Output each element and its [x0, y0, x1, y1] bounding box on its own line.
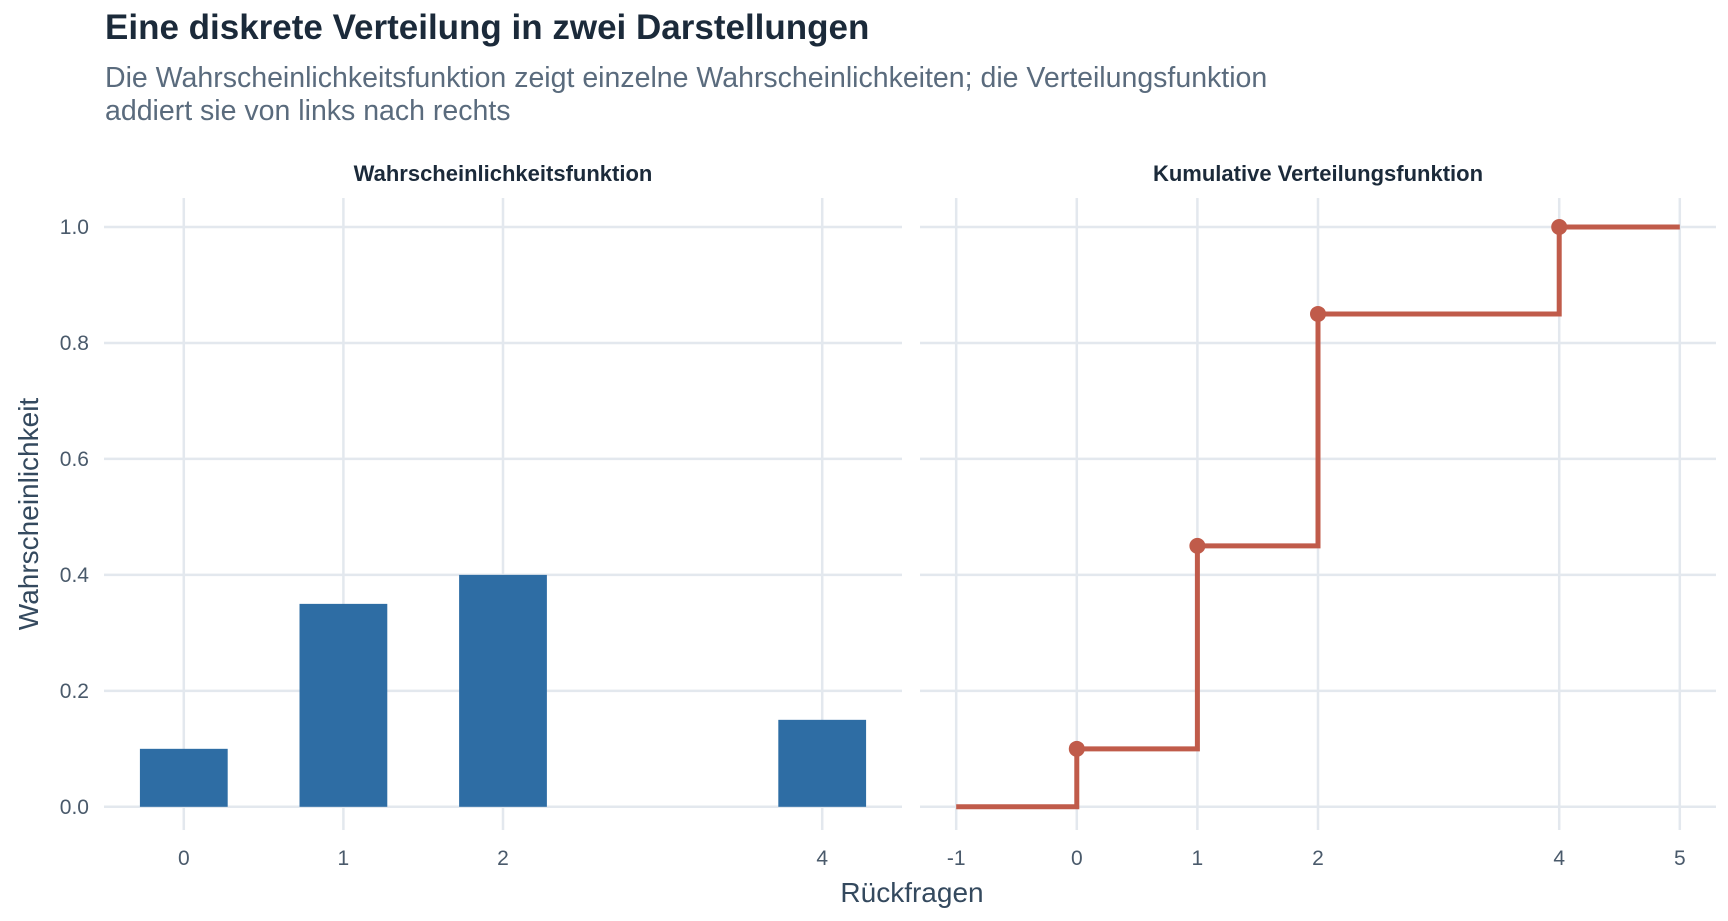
bar-x-2	[459, 574, 547, 807]
chart-title: Eine diskrete Verteilung in zwei Darstel…	[105, 8, 870, 47]
cdf-point-x-0	[1068, 740, 1085, 757]
label-layer: Wahrscheinlichkeitsfunktion 0 1 2 4 0.0 0.2 0.4…	[60, 161, 1686, 870]
cdf-x-tick-label: -1	[947, 847, 966, 870]
cdf-point-x-2	[1310, 305, 1326, 322]
bar-x-1	[299, 603, 388, 807]
cdf-x-tick-label: 1	[1192, 847, 1204, 870]
y-tick-label: 0.4	[60, 564, 90, 587]
cdf-point-x-4	[1551, 218, 1568, 235]
pmf-x-tick-label: 0	[178, 847, 190, 870]
cdf-x-tick-label: 4	[1553, 847, 1565, 870]
y-tick-label: 0.8	[60, 332, 89, 355]
cdf-x-tick-label: 0	[1071, 847, 1083, 870]
grid-layer	[104, 198, 1716, 830]
y-tick-label: 1.0	[60, 216, 89, 239]
pmf-panel-title: Wahrscheinlichkeitsfunktion	[354, 161, 653, 186]
pmf-x-tick-label: 4	[816, 847, 828, 870]
y-tick-label: 0.6	[60, 448, 89, 471]
pmf-x-tick-label: 1	[338, 847, 350, 870]
bar-x-0	[139, 748, 228, 807]
pmf-x-tick-label: 2	[497, 847, 509, 870]
cdf-x-tick-label: 5	[1674, 847, 1686, 870]
y-axis-title: Wahrscheinlichkeit	[13, 398, 44, 631]
y-tick-label: 0.2	[60, 680, 89, 703]
chart-subtitle: Die Wahrscheinlichkeitsfunktion zeigt ei…	[105, 62, 1268, 127]
cdf-point-x-1	[1189, 537, 1206, 554]
x-axis-title: Rückfragen	[840, 877, 983, 908]
bar-x-4	[778, 719, 867, 807]
mark-layer	[139, 218, 1680, 810]
y-tick-label: 0.0	[60, 796, 89, 819]
cdf-panel-title: Kumulative Verteilungsfunktion	[1153, 161, 1483, 186]
cdf-step-line	[956, 224, 1680, 810]
cdf-x-tick-label: 2	[1312, 847, 1324, 870]
